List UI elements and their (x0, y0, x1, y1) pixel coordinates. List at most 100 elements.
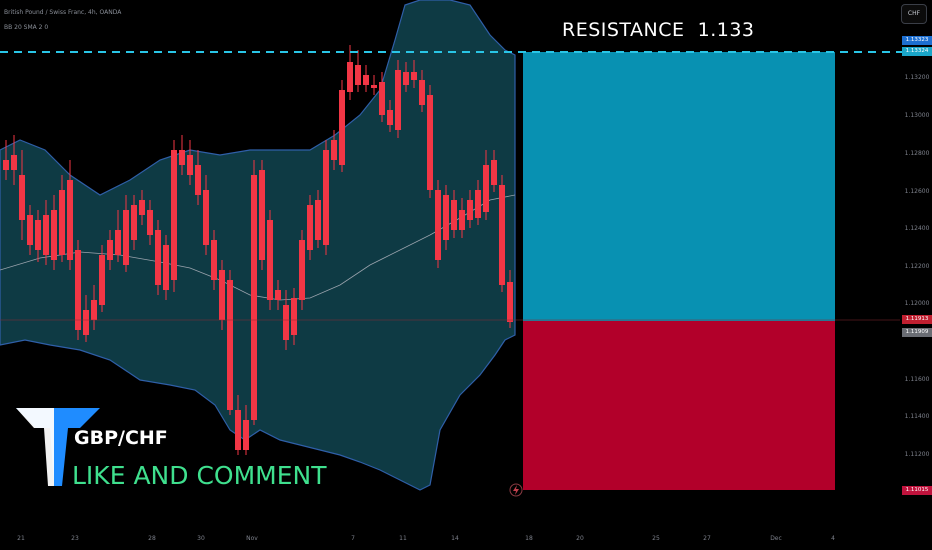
price-label: 1.11400 (904, 413, 930, 420)
time-label: 23 (71, 535, 79, 542)
candle-body (259, 170, 265, 260)
price-label: 1.12200 (904, 263, 930, 270)
time-label: 25 (652, 535, 660, 542)
candle-body (283, 305, 289, 340)
candle-body (91, 300, 97, 320)
candle-body (291, 298, 297, 335)
candle-body (115, 230, 121, 255)
time-label: 30 (197, 535, 205, 542)
candle-body (195, 165, 201, 195)
target-zone[interactable] (523, 52, 835, 321)
symbol-title: British Pound / Swiss Franc, 4h, OANDA (4, 9, 122, 16)
candle-body (83, 310, 89, 335)
price-label: 1.12000 (904, 300, 930, 307)
candle-body (251, 175, 257, 420)
candle-body (107, 240, 113, 260)
price-label: 1.12400 (904, 225, 930, 232)
candle-body (459, 210, 465, 230)
candle-body (211, 240, 217, 280)
price-label: 1.13200 (904, 74, 930, 81)
candle-body (347, 62, 353, 92)
candle-body (11, 155, 17, 170)
candle-body (235, 410, 241, 450)
candle-body (219, 270, 225, 320)
indicator-legend[interactable]: BB 20 SMA 2 0 (4, 24, 49, 31)
candle-body (451, 200, 457, 230)
price-label: 1.13000 (904, 112, 930, 119)
candle-body (163, 245, 169, 290)
candle-body (355, 65, 361, 85)
time-label: 4 (831, 535, 835, 542)
candle-body (203, 190, 209, 245)
candle-body (499, 185, 505, 285)
candlestick-series (3, 45, 513, 455)
candle-body (475, 190, 481, 218)
candle-body (403, 72, 409, 85)
marker-price-tag: 1.11909 (902, 328, 932, 337)
candle-body (131, 205, 137, 240)
candle-body (307, 205, 313, 250)
candle-body (43, 215, 49, 255)
candle-body (483, 165, 489, 212)
pair-label: GBP/CHF (74, 427, 168, 449)
candle-body (187, 155, 193, 175)
current-price-tag: 1.11913 (902, 315, 932, 324)
time-label: 7 (351, 535, 355, 542)
lightning-icon[interactable] (509, 483, 523, 497)
bollinger-band (0, 0, 516, 491)
time-label: 21 (17, 535, 25, 542)
candle-body (35, 220, 41, 250)
time-label: 27 (703, 535, 711, 542)
call-to-action: LIKE AND COMMENT (72, 461, 327, 490)
price-label: 1.12600 (904, 188, 930, 195)
candle-body (227, 280, 233, 410)
time-label: 14 (451, 535, 459, 542)
candle-body (243, 420, 249, 450)
time-label: 28 (148, 535, 156, 542)
candle-body (75, 250, 81, 330)
candle-body (299, 240, 305, 300)
brand-logo-icon (16, 408, 100, 486)
candle-body (379, 82, 385, 115)
resistance-label: RESISTANCE 1.133 (562, 19, 755, 41)
price-label: 1.11200 (904, 451, 930, 458)
candle-body (123, 210, 129, 265)
candle-body (67, 180, 73, 260)
candle-body (99, 255, 105, 305)
price-label: 1.11600 (904, 376, 930, 383)
candle-body (387, 110, 393, 125)
candle-body (3, 160, 9, 170)
time-label: 20 (576, 535, 584, 542)
candle-body (147, 210, 153, 235)
candle-body (491, 160, 497, 185)
candle-body (419, 80, 425, 105)
stop-zone[interactable] (523, 321, 835, 490)
candle-body (19, 175, 25, 220)
candle-body (315, 200, 321, 240)
candle-body (371, 85, 377, 88)
candle-body (275, 290, 281, 300)
time-label: 18 (525, 535, 533, 542)
candle-body (27, 215, 33, 245)
time-label: Nov (246, 535, 258, 542)
price-label: 1.12800 (904, 150, 930, 157)
candle-body (467, 200, 473, 220)
candle-body (435, 190, 441, 260)
candle-body (363, 75, 369, 85)
currency-button[interactable]: CHF (901, 4, 927, 24)
candle-body (507, 282, 513, 322)
candle-body (427, 95, 433, 190)
candle-body (267, 220, 273, 300)
candle-body (139, 200, 145, 215)
candle-body (339, 90, 345, 165)
candle-body (411, 72, 417, 80)
candle-body (443, 195, 449, 240)
candle-body (331, 140, 337, 160)
resistance-price-tag: 1.13323 (902, 36, 932, 45)
candle-body (155, 230, 161, 285)
candle-body (179, 150, 185, 165)
candle-body (395, 70, 401, 130)
resistance-price-tag: 1.13324 (902, 47, 932, 56)
